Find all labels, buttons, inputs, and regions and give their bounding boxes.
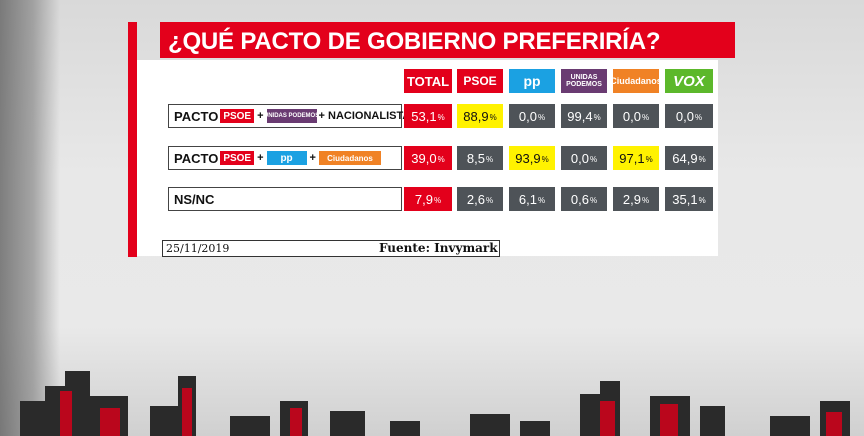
percent-sign: % — [537, 196, 546, 205]
value-number: 97,1 — [619, 150, 645, 166]
percent-sign: % — [541, 155, 549, 164]
row-label-text: PACTO — [174, 108, 219, 124]
value-number: 0,0 — [675, 108, 694, 124]
row-label-text: NS/NC — [174, 191, 215, 207]
value-number: 35,1 — [672, 191, 698, 207]
value-cell: 0,0% — [613, 104, 659, 128]
percent-sign: % — [698, 155, 706, 164]
value-cell: 88,9% — [457, 104, 503, 128]
value-number: 93,9 — [515, 150, 541, 166]
percent-sign: % — [589, 196, 598, 205]
value-cell: 35,1% — [665, 187, 713, 211]
value-cell: 64,9% — [665, 146, 713, 170]
row-label-2: PACTO PSOE + pp + Ciudadanos — [168, 146, 402, 170]
value-cell: 2,6% — [457, 187, 503, 211]
value-cell: 0,0% — [665, 104, 713, 128]
percent-sign: % — [641, 196, 650, 205]
value-number: 39,0 — [411, 150, 437, 166]
row-label-text: PACTO — [174, 150, 219, 166]
percent-sign: % — [437, 113, 445, 122]
value-number: 99,4 — [567, 108, 593, 124]
value-cell: 53,1% — [404, 104, 452, 128]
value-number: 0,0 — [570, 150, 589, 166]
percent-sign: % — [641, 113, 650, 122]
header-ciudadanos: Ciudadanos — [610, 69, 662, 93]
plus-sign: + — [257, 152, 264, 164]
value-number: 2,6 — [466, 191, 485, 207]
percent-sign: % — [489, 113, 497, 122]
header-unidas-podemos: UNIDAS PODEMOS — [561, 69, 607, 93]
value-number: 0,0 — [518, 108, 537, 124]
date-label: 25/11/2019 — [166, 242, 230, 255]
value-cell: 0,0% — [561, 146, 607, 170]
row-label-3: NS/NC — [168, 187, 402, 211]
footer-box — [162, 240, 500, 257]
value-cell: 99,4% — [561, 104, 607, 128]
value-number: 0,6 — [570, 191, 589, 207]
header-psoe: PSOE — [457, 69, 503, 93]
value-cell: 0,0% — [509, 104, 555, 128]
value-number: 6,1 — [518, 191, 537, 207]
psoe-chip: PSOE — [220, 109, 255, 123]
value-number: 53,1 — [411, 108, 437, 124]
title-banner: ¿QUÉ PACTO DE GOBIERNO PREFERIRÍA? — [160, 22, 735, 58]
city-skyline — [20, 371, 850, 436]
chart-title: ¿QUÉ PACTO DE GOBIERNO PREFERIRÍA? — [168, 28, 661, 55]
pp-chip: pp — [266, 151, 307, 165]
percent-sign: % — [698, 196, 706, 205]
value-number: 7,9 — [414, 191, 433, 207]
header-vox: VOX — [665, 69, 713, 93]
plus-sign: + — [257, 110, 264, 122]
value-number: 8,5 — [466, 150, 485, 166]
background-tower — [0, 0, 60, 436]
value-number: 64,9 — [672, 150, 698, 166]
ciudadanos-chip: Ciudadanos — [318, 151, 381, 165]
value-cell: 8,5% — [457, 146, 503, 170]
panel-accent-bar — [128, 22, 137, 257]
value-cell: 6,1% — [509, 187, 555, 211]
percent-sign: % — [537, 113, 546, 122]
percent-sign: % — [485, 196, 494, 205]
header-total: TOTAL — [404, 69, 452, 93]
percent-sign: % — [485, 155, 494, 164]
percent-sign: % — [589, 155, 598, 164]
percent-sign: % — [437, 155, 445, 164]
value-cell: 2,9% — [613, 187, 659, 211]
plus-sign: + — [309, 152, 316, 164]
percent-sign: % — [694, 113, 703, 122]
value-cell: 93,9% — [509, 146, 555, 170]
value-cell: 97,1% — [613, 146, 659, 170]
source-label: Fuente: Invymark — [379, 241, 498, 255]
value-number: 88,9 — [463, 108, 489, 124]
psoe-chip: PSOE — [220, 151, 255, 165]
row-label-1: PACTO PSOE + UNIDAS PODEMOS + NACIONALIS… — [168, 104, 418, 128]
value-number: 2,9 — [622, 191, 641, 207]
unidas-podemos-chip: UNIDAS PODEMOS — [264, 109, 319, 123]
value-cell: 7,9% — [404, 187, 452, 211]
percent-sign: % — [433, 196, 442, 205]
row-label-suffix: + NACIONALISTAS — [318, 110, 418, 122]
percent-sign: % — [645, 155, 653, 164]
value-number: 0,0 — [622, 108, 641, 124]
value-cell: 39,0% — [404, 146, 452, 170]
percent-sign: % — [593, 113, 601, 122]
value-cell: 0,6% — [561, 187, 607, 211]
header-pp: pp — [509, 69, 555, 93]
